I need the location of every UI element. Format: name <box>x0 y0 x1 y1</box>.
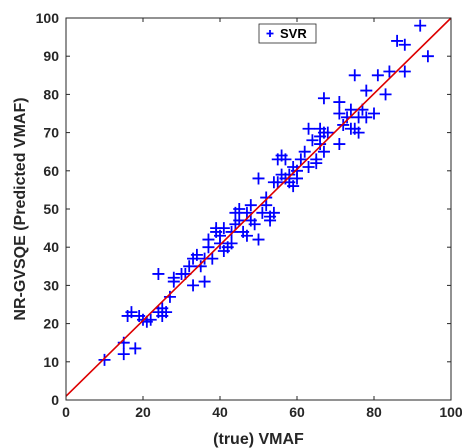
data-point <box>321 126 334 139</box>
x-tick-label: 40 <box>212 404 228 420</box>
fit-line <box>65 17 452 397</box>
y-tick-label: 0 <box>51 392 59 408</box>
data-point <box>302 160 315 173</box>
data-point <box>267 206 280 219</box>
data-point <box>233 214 246 227</box>
data-point <box>333 107 346 120</box>
x-axis-title: (true) VMAF <box>213 431 304 448</box>
y-tick-label: 40 <box>43 239 59 255</box>
data-point <box>291 172 303 185</box>
data-point <box>244 199 257 212</box>
data-point <box>391 34 404 47</box>
data-point <box>202 233 215 246</box>
legend-box <box>258 23 317 44</box>
data-point <box>383 65 396 78</box>
data-point <box>317 92 330 105</box>
data-point <box>217 222 230 235</box>
data-point <box>167 271 180 284</box>
data-point <box>298 145 311 158</box>
data-point <box>233 203 246 215</box>
data-point <box>240 229 253 242</box>
data-point <box>306 134 319 147</box>
data-point <box>187 279 200 292</box>
data-point <box>348 69 361 82</box>
data-point <box>398 38 411 51</box>
y-tick-label: 70 <box>43 125 59 141</box>
data-point <box>252 172 265 185</box>
x-tick-label: 80 <box>366 404 382 420</box>
legend-marker <box>266 30 274 37</box>
data-point <box>225 225 238 238</box>
y-axis-ticks: 0 10 20 30 40 50 60 70 80 90 100 <box>36 10 451 408</box>
data-point <box>125 306 138 319</box>
data-point <box>398 65 411 78</box>
x-tick-label: 100 <box>439 404 462 420</box>
data-point <box>344 103 357 116</box>
data-point <box>302 122 315 135</box>
data-point <box>117 348 130 361</box>
data-point <box>294 153 307 166</box>
data-point <box>152 267 165 280</box>
data-point <box>214 229 226 242</box>
data-point <box>283 168 296 181</box>
data-point <box>248 218 261 231</box>
y-tick-label: 90 <box>43 48 59 64</box>
data-point <box>279 153 292 166</box>
data-point <box>206 252 219 265</box>
data-point <box>194 260 207 273</box>
x-tick-label: 60 <box>289 404 305 420</box>
data-point <box>414 19 427 32</box>
y-axis-title: NR-GVSQE (Predicted VMAF) <box>12 97 29 320</box>
legend-plus-icon <box>266 30 274 37</box>
data-point <box>240 206 253 219</box>
y-tick-label: 60 <box>43 163 59 179</box>
data-point <box>333 138 346 151</box>
y-tick-label: 20 <box>43 316 59 332</box>
data-point <box>287 180 300 193</box>
data-point <box>368 107 380 120</box>
data-point <box>98 353 111 366</box>
data-point <box>129 342 142 355</box>
data-point <box>198 275 211 288</box>
legend-label: SVR <box>280 26 307 41</box>
data-point <box>379 88 392 101</box>
data-point <box>317 145 330 158</box>
x-axis-ticks: 0 20 40 60 80 100 <box>62 18 462 420</box>
y-tick-label: 10 <box>43 354 59 370</box>
y-tick-label: 30 <box>43 277 59 293</box>
data-point <box>260 199 273 212</box>
data-point <box>252 233 265 246</box>
y-tick-label: 50 <box>43 201 59 217</box>
data-point <box>271 176 284 189</box>
data-point <box>371 69 384 82</box>
data-point <box>421 50 434 63</box>
legend: SVR <box>258 23 317 44</box>
data-point <box>183 260 196 273</box>
data-point <box>160 306 173 319</box>
x-tick-label: 0 <box>62 404 70 420</box>
data-point <box>360 111 373 124</box>
y-tick-label: 80 <box>43 86 59 102</box>
plot-frame <box>65 17 452 401</box>
data-points <box>98 19 434 366</box>
data-point <box>360 84 373 97</box>
x-tick-label: 20 <box>135 404 151 420</box>
y-tick-label: 100 <box>36 10 60 26</box>
data-point <box>341 111 354 124</box>
data-point <box>225 237 238 250</box>
data-point <box>256 206 269 219</box>
data-point <box>163 290 176 303</box>
data-point <box>352 126 365 139</box>
data-point <box>190 248 203 261</box>
data-point <box>144 313 157 326</box>
data-point <box>310 153 323 166</box>
data-point <box>333 96 346 109</box>
